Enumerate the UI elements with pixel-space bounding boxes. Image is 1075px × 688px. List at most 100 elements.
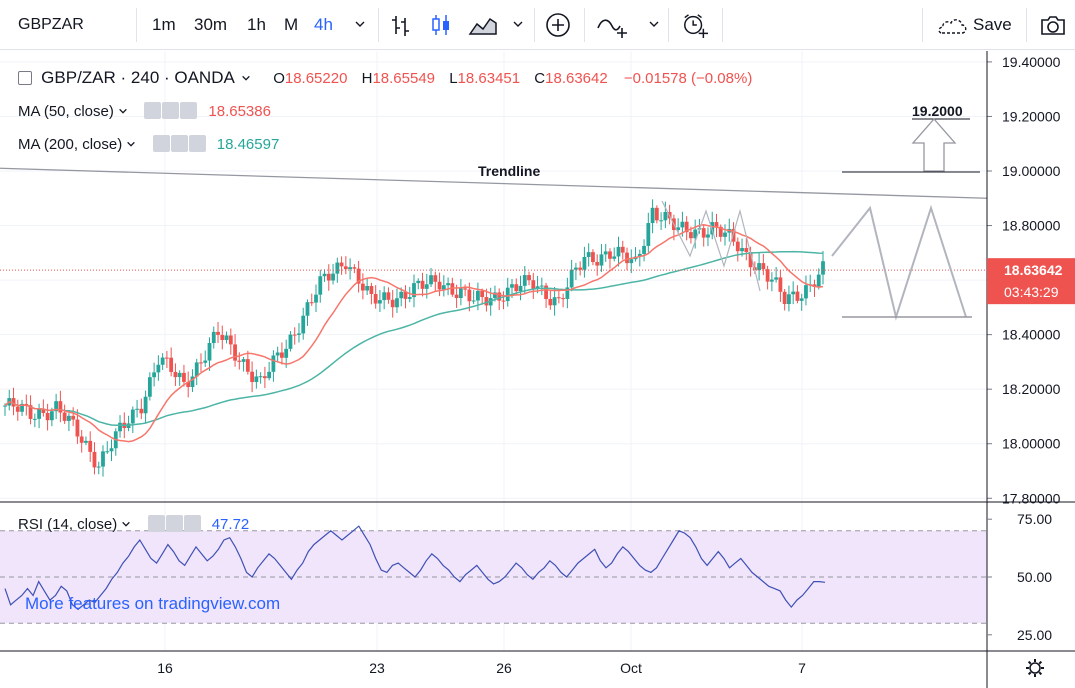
candle-up	[774, 277, 779, 280]
symbol-search-button[interactable]: GBPZAR	[18, 16, 84, 33]
candle-down	[437, 281, 442, 290]
x-tick-label: 16	[157, 660, 173, 676]
candle-down	[591, 252, 595, 263]
candle-up	[156, 364, 161, 373]
candle-down	[233, 344, 237, 361]
candle-down	[390, 299, 395, 308]
add-compare-icon[interactable]	[545, 12, 571, 38]
save-button[interactable]: Save	[973, 15, 1012, 34]
chevron-down-icon[interactable]	[118, 106, 128, 116]
candle-down	[556, 297, 561, 299]
candle-down	[578, 267, 583, 270]
candle-up	[348, 267, 352, 270]
interval-1m-button[interactable]: 1m	[152, 15, 176, 34]
x-tick-label: Oct	[620, 660, 642, 676]
visibility-icon[interactable]	[152, 135, 170, 152]
candle-up	[799, 298, 804, 301]
settings-icon[interactable]	[165, 515, 183, 532]
collapse-icon[interactable]	[18, 71, 32, 85]
remove-icon[interactable]	[180, 102, 198, 119]
settings-icon[interactable]	[170, 135, 188, 152]
ma50-label[interactable]: MA (50, close)	[18, 103, 114, 120]
cloud-icon[interactable]	[934, 12, 970, 38]
candle-up	[740, 248, 744, 252]
candle-down	[654, 207, 659, 221]
chevron-down-icon[interactable]	[512, 18, 524, 30]
candle-up	[271, 355, 276, 372]
ma200-line	[4, 250, 824, 426]
settings-icon[interactable]	[162, 102, 180, 119]
remove-icon[interactable]	[188, 135, 206, 152]
candle-down	[386, 292, 391, 300]
candle-down	[527, 275, 531, 281]
x-tick-label: 7	[798, 660, 806, 676]
chevron-down-icon[interactable]	[121, 519, 131, 529]
candle-down	[689, 232, 693, 239]
candle-down	[250, 371, 255, 383]
visibility-icon[interactable]	[144, 102, 162, 119]
candle-down	[216, 331, 220, 335]
candle-up	[20, 403, 24, 412]
candle-down	[173, 371, 178, 378]
candle-up	[399, 291, 404, 299]
candle-up	[241, 359, 246, 362]
ma200-legend: MA (200, close) 18.46597	[18, 135, 279, 153]
candle-down	[228, 335, 233, 345]
interval-30m-button[interactable]: 30m	[194, 15, 228, 34]
chevron-down-icon[interactable]	[241, 73, 251, 83]
remove-icon[interactable]	[183, 515, 201, 532]
candle-up	[429, 275, 433, 285]
chevron-down-icon[interactable]	[354, 18, 366, 30]
candle-up	[586, 252, 591, 257]
interval-4h-button[interactable]: 4h	[314, 15, 333, 34]
candle-up	[143, 396, 148, 414]
candle-down	[735, 241, 740, 252]
chevron-down-icon[interactable]	[648, 18, 660, 30]
candle-up	[105, 451, 110, 453]
price-chart[interactable]: Trendline 19.2000 17.80000 18.00000 18.2000…	[0, 51, 1075, 688]
candle-up	[177, 372, 182, 378]
candle-up	[816, 274, 821, 287]
candle-up	[791, 291, 796, 295]
price-tag-value: 18.63642	[1004, 262, 1063, 278]
visibility-icon[interactable]	[147, 515, 165, 532]
candle-down	[339, 262, 344, 267]
y-tick-label: 19.40000	[1002, 54, 1061, 70]
alert-icon[interactable]	[680, 12, 710, 38]
low-value: 18.63451	[457, 70, 521, 87]
candles-icon[interactable]	[428, 12, 454, 38]
up-arrow-icon	[911, 118, 957, 172]
candle-up	[297, 333, 301, 335]
candle-up	[493, 292, 497, 299]
candle-up	[565, 287, 570, 299]
chart-area[interactable]: Trendline 19.2000 17.80000 18.00000 18.2000…	[0, 51, 1075, 688]
bars-icon[interactable]	[388, 12, 414, 38]
y-tick-label: 18.40000	[1002, 327, 1061, 343]
candle-up	[314, 294, 318, 303]
settings-gear-icon[interactable]	[1026, 659, 1044, 677]
indicators-icon[interactable]	[596, 12, 630, 38]
ma200-value: 18.46597	[216, 136, 280, 153]
area-icon[interactable]	[468, 12, 498, 38]
candle-down	[262, 376, 267, 379]
interval-1h-button[interactable]: 1h	[247, 15, 266, 34]
interval-month-button[interactable]: M	[284, 15, 299, 34]
candle-down	[292, 334, 297, 336]
toolbar-divider	[534, 8, 535, 42]
candle-up	[331, 273, 335, 281]
chevron-down-icon[interactable]	[126, 139, 136, 149]
candle-down	[501, 300, 506, 302]
candle-down	[164, 357, 169, 359]
candle-down	[45, 412, 50, 421]
candle-up	[663, 212, 668, 221]
candle-up	[382, 292, 387, 301]
candle-up	[305, 302, 310, 316]
open-value: 18.65220	[284, 70, 348, 87]
candle-up	[37, 409, 41, 419]
candle-up	[680, 221, 685, 228]
camera-icon[interactable]	[1039, 12, 1067, 38]
ma200-label[interactable]: MA (200, close)	[18, 136, 123, 153]
rsi-label[interactable]: RSI (14, close)	[18, 516, 118, 533]
candle-up	[318, 276, 323, 295]
watermark-link[interactable]: More features on tradingview.com	[25, 594, 281, 613]
